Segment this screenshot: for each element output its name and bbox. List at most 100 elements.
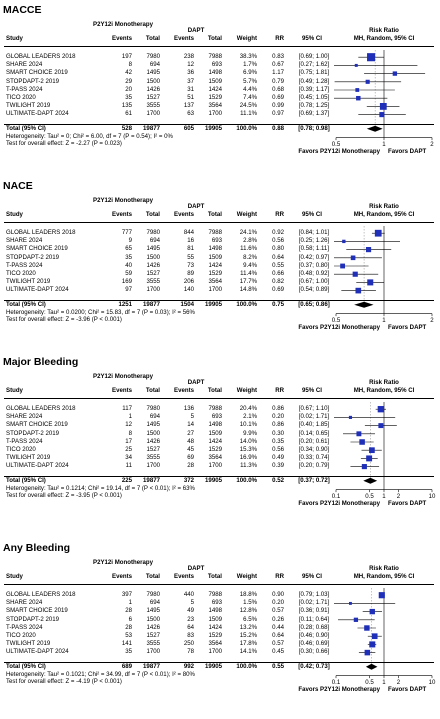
total-mono: 7980 [146,229,160,236]
events-dapt: 238 [183,53,194,60]
method-header: MH, Random, 95% CI [353,387,415,394]
rr-value: 0.57 [272,640,284,648]
total-dapt: 1498 [208,607,222,615]
total-mono: 1495 [146,421,160,429]
total-dapt: 7988 [208,591,222,598]
total-events-dapt: 605 [183,124,194,132]
rr-value: 0.35 [272,437,284,445]
col-header-events-mono: Events [112,573,132,580]
events-dapt: 140 [183,286,194,294]
ci-value: [0.46; 0.90] [298,632,330,639]
col-header-events-mono: Events [112,387,132,394]
rr-value: 0.92 [272,229,284,236]
panel-title: NACE [3,180,33,192]
study-weight-square [378,592,385,599]
events-mono: 8 [128,429,132,437]
study-weight-square [392,71,398,76]
total-events-mono: 225 [121,476,132,484]
study-weight-square [364,649,371,656]
x-axis-tick-label: 2 [396,492,401,500]
weight-value: 16.9% [239,454,257,462]
events-dapt: 81 [187,245,194,253]
total-mono: 694 [149,61,160,69]
weight-value: 20.4% [239,405,257,412]
ci-value: [0.11; 0.64] [298,615,330,623]
study-weight-square [365,79,370,84]
events-mono: 35 [125,648,132,656]
weight-value: 2.1% [243,413,257,421]
total-dapt: 1424 [208,261,222,269]
group-header-monotherapy: P2Y12i Monotherapy [93,197,153,204]
study-name: SHARE 2024 [6,413,43,421]
col-header-events-dapt: Events [174,211,194,218]
x-axis-tick-label: 1 [382,678,386,686]
study-name: T-PASS 2024 [6,261,43,269]
rr-value: 0.26 [272,615,284,623]
total-n-mono: 19877 [143,476,160,484]
pooled-diamond [366,125,383,132]
study-weight-square [378,423,384,429]
study-weight-square [359,439,365,445]
events-dapt: 5 [190,599,194,607]
col-header-rr: RR [275,35,284,42]
events-dapt: 440 [183,591,194,598]
group-header-monotherapy: P2Y12i Monotherapy [93,559,153,566]
col-header-weight: Weight [236,573,257,580]
total-dapt: 1498 [208,69,222,77]
events-dapt: 64 [187,623,194,631]
rr-value: 1.17 [272,69,284,77]
weight-value: 9.4% [243,261,257,269]
weight-value: 1.7% [243,61,257,69]
x-axis-tick-label: 10 [428,492,436,500]
ci-value: [0.02; 1.71] [298,599,330,607]
total-ci: [0.37; 0.72] [298,476,330,484]
events-mono: 397 [121,591,132,598]
total-dapt: 693 [211,413,222,421]
study-weight-square [369,447,375,454]
events-mono: 35 [125,253,132,261]
forest-plot-area [334,50,433,141]
ci-value: [0.33; 0.74] [298,454,330,462]
weight-value: 17.7% [239,278,257,286]
events-mono: 1 [128,413,132,421]
total-weight: 100.0% [236,124,257,132]
events-dapt: 45 [187,446,194,453]
weight-value: 17.8% [239,640,257,648]
study-weight-square [367,279,374,286]
study-name: STOPDAPT-2 2019 [6,253,60,261]
study-weight-square [348,415,353,419]
events-dapt: 14 [187,421,194,429]
col-header-rr: RR [275,211,284,218]
study-weight-square [355,287,362,294]
rr-value: 0.20 [272,413,284,421]
events-mono: 42 [125,69,132,77]
weight-value: 8.2% [243,253,257,261]
study-weight-square [353,617,359,622]
col-header-rr: RR [275,387,284,394]
study-weight-square [354,63,358,67]
total-mono: 1426 [146,437,160,445]
rr-value: 0.83 [272,53,284,60]
rr-value: 0.67 [272,61,284,69]
total-n-mono: 19877 [143,300,160,308]
total-mono: 1527 [146,94,160,101]
weight-value: 2.8% [243,237,257,245]
x-axis-tick-label: 2 [430,316,434,324]
total-mono: 1426 [146,623,160,631]
events-mono: 12 [125,421,132,429]
total-rule [4,123,434,125]
total-weight: 100.0% [236,476,257,484]
col-header-events-mono: Events [112,35,132,42]
events-dapt: 55 [187,253,194,261]
risk-ratio-header: Risk Ratio [369,27,399,34]
events-mono: 8 [128,61,132,69]
weight-value: 6.5% [243,615,257,623]
total-rule [4,299,434,301]
rr-value: 0.79 [272,77,284,85]
ci-value: [0.84; 1.01] [298,229,330,236]
events-mono: 777 [121,229,132,236]
total-mono: 1500 [146,615,160,623]
weight-value: 12.8% [239,607,257,615]
rr-value: 0.64 [272,632,284,639]
events-dapt: 63 [187,110,194,118]
